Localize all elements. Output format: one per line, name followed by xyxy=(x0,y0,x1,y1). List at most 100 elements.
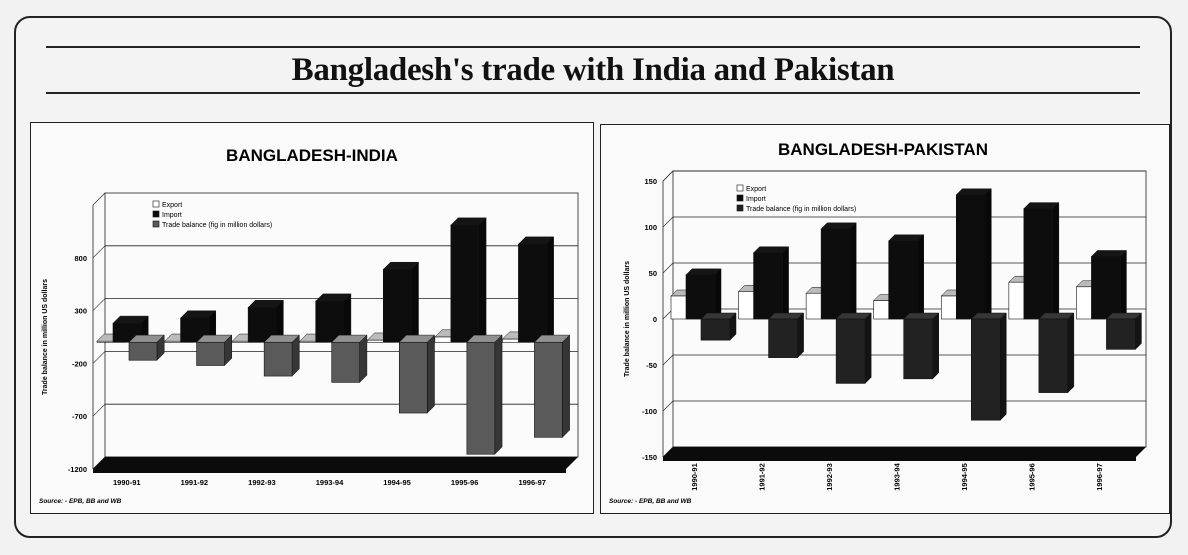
gridline-depth xyxy=(92,298,106,311)
bar-trade-balance xyxy=(1038,318,1069,393)
gridline-depth xyxy=(92,245,106,259)
x-category-label: 1992-93 xyxy=(248,478,276,487)
x-category-label: 1994-95 xyxy=(960,463,969,491)
y-tick-label: 100 xyxy=(644,223,657,232)
bar-trade-balance xyxy=(534,341,563,438)
legend-swatch xyxy=(152,200,160,208)
pakistan-chart-svg: BANGLADESH-PAKISTAN 150 100 50 0 -50 -100 -150 E… xyxy=(609,140,1147,505)
y-tick-label: -100 xyxy=(642,407,657,416)
source-note: Source: - EPB, BB and WB xyxy=(609,498,692,505)
bar-import-side xyxy=(546,236,554,343)
y-tick-label: 50 xyxy=(649,269,657,278)
legend-label: Import xyxy=(746,196,766,203)
legend-swatch xyxy=(736,194,744,202)
page-title: Bangladesh's trade with India and Pakist… xyxy=(291,52,895,88)
bar-import-side xyxy=(985,188,992,320)
y-tick-label: -50 xyxy=(646,361,657,370)
bar-trade-balance-side xyxy=(1000,312,1007,421)
y-tick-label: 800 xyxy=(74,254,87,263)
legend-swatch xyxy=(152,220,160,228)
bar-trade-balance xyxy=(466,341,496,455)
legend-swatch xyxy=(736,184,744,192)
y-axis-title: Trade balance in million US dollars xyxy=(624,261,631,377)
chart-title: BANGLADESH-PAKISTAN xyxy=(778,140,988,159)
bar-import-side xyxy=(1120,249,1127,320)
x-category-label: 1995-96 xyxy=(451,478,479,487)
legend-label: Trade balance (fig in million dollars) xyxy=(746,206,856,213)
bar-trade-balance xyxy=(196,341,225,366)
y-tick-label: 300 xyxy=(74,307,87,316)
x-category-label: 1991-92 xyxy=(757,463,766,491)
bar-import-side xyxy=(411,261,419,343)
bar-import-side xyxy=(1052,201,1060,320)
x-category-label: 1996-97 xyxy=(1095,463,1104,491)
legend-label: Import xyxy=(162,212,182,219)
bar-trade-balance xyxy=(263,341,293,377)
plot-floor xyxy=(663,447,1146,461)
bar-trade-balance xyxy=(1106,318,1136,350)
india-chart-svg: BANGLADESH-INDIA 800 300 -200 -700 -1200 Expor… xyxy=(39,146,579,505)
legend-label: Export xyxy=(746,186,766,193)
bar-trade-balance xyxy=(903,318,934,380)
gridline-depth xyxy=(92,351,106,364)
bar-trade-balance-side xyxy=(291,334,300,377)
bar-import xyxy=(518,243,547,343)
bar-import-side xyxy=(782,246,789,320)
x-category-label: 1991-92 xyxy=(181,478,209,487)
bar-import xyxy=(450,224,480,343)
legend-label: Export xyxy=(162,202,182,209)
bar-trade-balance-side xyxy=(427,334,435,414)
source-note: Source: - EPB, BB and WB xyxy=(39,498,122,505)
bar-import xyxy=(955,194,986,320)
y-tick-label: 150 xyxy=(644,177,657,186)
bar-trade-balance xyxy=(128,341,158,361)
gridline-depth xyxy=(662,400,674,412)
x-category-label: 1996-97 xyxy=(518,478,546,487)
bar-import xyxy=(685,274,716,320)
bar-import-side xyxy=(917,234,924,320)
bar-import xyxy=(1091,256,1121,320)
x-category-label: 1990-91 xyxy=(690,463,699,491)
y-axis-title: Trade balance in million US dollars xyxy=(42,279,49,395)
bar-trade-balance xyxy=(768,318,798,358)
chart-panel-pakistan: BANGLADESH-PAKISTAN 150 100 50 0 -50 -100 -150 E… xyxy=(600,124,1170,514)
chart-panel-india: BANGLADESH-INDIA 800 300 -200 -700 -1200 Expor… xyxy=(30,122,594,514)
y-tick-label: -150 xyxy=(642,453,657,462)
bar-trade-balance xyxy=(700,318,731,341)
bar-trade-balance-side xyxy=(562,334,570,438)
plot-floor xyxy=(93,457,578,473)
bar-trade-balance xyxy=(331,341,361,383)
x-category-label: 1992-93 xyxy=(825,463,834,491)
bar-import xyxy=(753,252,783,320)
bar-import xyxy=(820,228,851,320)
gridline-depth xyxy=(662,354,674,366)
y-tick-label: -200 xyxy=(72,359,87,368)
bar-trade-balance xyxy=(835,318,866,384)
gridline-depth xyxy=(662,216,674,228)
bar-trade-balance-side xyxy=(1067,312,1075,394)
bar-trade-balance xyxy=(398,341,428,414)
bar-import xyxy=(382,269,412,343)
gridline-depth xyxy=(662,262,674,274)
x-category-label: 1993-94 xyxy=(316,478,344,487)
x-category-label: 1993-94 xyxy=(893,462,902,490)
axis-depth-line xyxy=(92,192,106,206)
bar-import xyxy=(888,240,919,320)
legend-label: Trade balance (fig in million dollars) xyxy=(162,222,272,229)
title-rule-top xyxy=(46,46,1140,48)
x-category-label: 1990-91 xyxy=(113,478,141,487)
bar-import-side xyxy=(849,222,857,320)
bar-import-side xyxy=(714,268,722,320)
bar-trade-balance xyxy=(970,318,1001,421)
bar-trade-balance-side xyxy=(1135,312,1142,350)
gridline-depth xyxy=(662,170,674,182)
bar-trade-balance-side xyxy=(359,334,368,384)
bar-trade-balance-side xyxy=(864,312,872,385)
y-tick-label: -700 xyxy=(72,412,87,421)
legend-swatch xyxy=(736,204,744,212)
bar-trade-balance-side xyxy=(797,312,804,359)
x-category-label: 1994-95 xyxy=(383,478,411,487)
y-tick-label: 0 xyxy=(653,315,657,324)
y-tick-label: -1200 xyxy=(68,465,87,474)
bar-import-side xyxy=(478,217,487,343)
